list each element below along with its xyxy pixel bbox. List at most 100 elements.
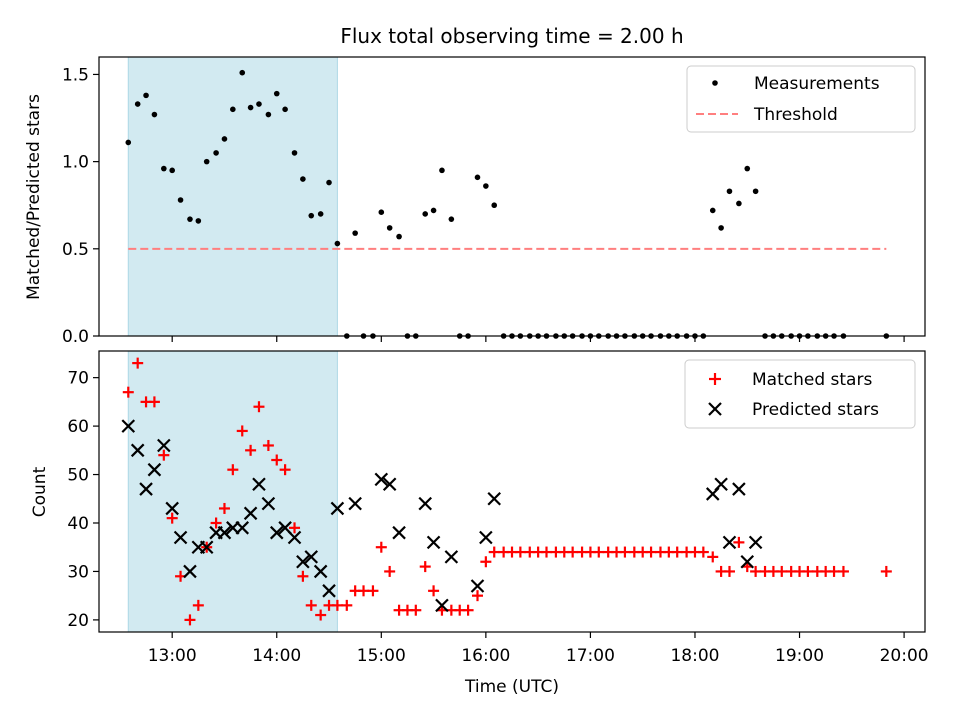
matched-star-point-15 (253, 401, 265, 413)
predicted-star-point-3 (147, 462, 162, 477)
predicted-star-point-31 (435, 598, 449, 613)
matched-star-point-18 (279, 464, 291, 476)
matched-star-point-20 (297, 570, 309, 582)
matched-star-point-81 (828, 565, 840, 577)
measurement-point-20 (300, 176, 306, 182)
top-ytick-label-0: 0.0 (62, 327, 89, 347)
predicted-star-point-40 (740, 554, 755, 569)
bottom-ytick-label-3: 50 (67, 466, 89, 486)
measurement-point-23 (326, 179, 332, 186)
predicted-star-point-27 (382, 477, 397, 492)
bottom-ytick-label-5: 70 (67, 369, 89, 389)
matched-star-point-39 (462, 604, 474, 616)
legend-threshold-label: Threshold (753, 105, 838, 125)
top-axes-frame (98, 56, 926, 337)
legend-measurements-marker (712, 80, 718, 86)
predicted-star-point-13 (235, 521, 250, 535)
matched-star-point-5 (166, 512, 178, 524)
predicted-star-point-15 (252, 477, 266, 492)
matched-star-point-21 (305, 599, 317, 611)
measurement-point-29 (378, 209, 385, 215)
legend-predicted-marker (708, 402, 722, 416)
matched-star-point-72 (750, 565, 762, 577)
measurement-point-71 (744, 165, 751, 172)
xtick-label-7: 20:00 (880, 646, 929, 666)
legend-predicted-label: Predicted stars (752, 400, 879, 420)
measurement-point-19 (291, 150, 298, 156)
measurement-point-67 (709, 207, 716, 214)
matched-star-point-14 (245, 444, 257, 456)
matched-star-point-17 (271, 454, 283, 466)
matched-star-point-13 (236, 425, 248, 437)
measurement-point-40 (474, 174, 481, 181)
legend-matched-marker (709, 373, 721, 385)
bottom-legend-box (684, 359, 916, 429)
top-ytick-label-3: 1.5 (62, 65, 89, 85)
xtick-label-0: 13:00 (148, 646, 197, 666)
bottom-panel: 20 30 40 50 60 70 13:00 14:00 15:00 16:00 17:00 18… (30, 350, 929, 697)
top-x-ticks (171, 336, 905, 342)
matched-star-point-33 (410, 604, 422, 616)
matched-star-point-28 (367, 585, 379, 597)
matched-star-point-10 (210, 517, 222, 529)
measurement-point-4 (161, 165, 167, 172)
matched-star-point-8 (192, 599, 204, 611)
predicted-star-point-35 (487, 491, 502, 506)
matched-star-point-51 (567, 546, 579, 558)
top-ytick-label-2: 1.0 (62, 153, 89, 173)
predicted-star-point-5 (165, 501, 179, 516)
matched-star-point-24 (331, 599, 343, 611)
top-legend: Measurements Threshold (686, 65, 916, 133)
matched-star-point-54 (593, 546, 605, 558)
bottom-ytick-label-4: 60 (67, 417, 89, 437)
matched-star-point-11 (218, 502, 230, 514)
bottom-x-ticks: 13:00 14:00 15:00 16:00 17:00 18:00 19:00 20:00 (148, 632, 929, 666)
predicted-star-point-26 (374, 472, 389, 487)
measurement-point-42 (491, 202, 498, 209)
matched-star-point-7 (184, 614, 196, 626)
top-y-ticks: 0.0 0.5 1.0 1.5 (62, 65, 99, 347)
top-panel: 0.0 0.5 1.0 1.5 Matched/Predicted stars Mea… (24, 56, 926, 347)
measurement-point-16 (265, 111, 272, 118)
predicted-star-point-34 (479, 530, 493, 545)
x-axis-label: Time (UTC) (464, 677, 559, 697)
bottom-y-axis-label: Count (30, 466, 50, 517)
matched-star-point-67 (707, 551, 719, 563)
chart-title: Flux total observing time = 2.00 h (340, 24, 683, 48)
matched-star-point-25 (341, 599, 353, 611)
predicted-star-point-4 (157, 438, 171, 453)
predicted-star-point-29 (418, 496, 432, 511)
measurement-point-30 (386, 225, 393, 231)
bottom-ytick-label-1: 30 (67, 562, 89, 582)
predicted-star-point-21 (304, 550, 319, 564)
xtick-label-4: 17:00 (566, 646, 615, 666)
measurement-point-31 (396, 233, 402, 240)
matched-star-point-40 (471, 590, 483, 602)
measurement-point-35 (430, 207, 437, 214)
measurement-point-22 (317, 211, 324, 217)
matched-star-point-63 (671, 546, 683, 558)
measurement-point-12 (230, 106, 236, 113)
predicted-star-point-17 (269, 525, 284, 540)
measurement-point-7 (187, 216, 193, 222)
measurement-point-21 (308, 212, 315, 219)
predicted-star-point-20 (296, 554, 310, 569)
predicted-star-point-30 (426, 535, 441, 550)
measurement-point-69 (726, 188, 733, 195)
measurement-point-5 (169, 167, 175, 174)
legend-matched-label: Matched stars (752, 370, 872, 390)
matched-star-point-60 (645, 546, 657, 558)
measurement-point-70 (736, 200, 742, 207)
xtick-label-1: 14:00 (252, 646, 301, 666)
top-legend-box (686, 65, 916, 133)
measurement-point-26 (352, 230, 358, 236)
matched-star-point-83 (880, 565, 892, 577)
matched-star-point-12 (227, 464, 239, 476)
measurement-point-37 (448, 216, 455, 222)
predicted-star-point-22 (313, 564, 328, 579)
measurement-point-13 (239, 69, 246, 76)
matched-star-point-75 (776, 565, 788, 577)
matched-star-point-3 (148, 396, 160, 408)
